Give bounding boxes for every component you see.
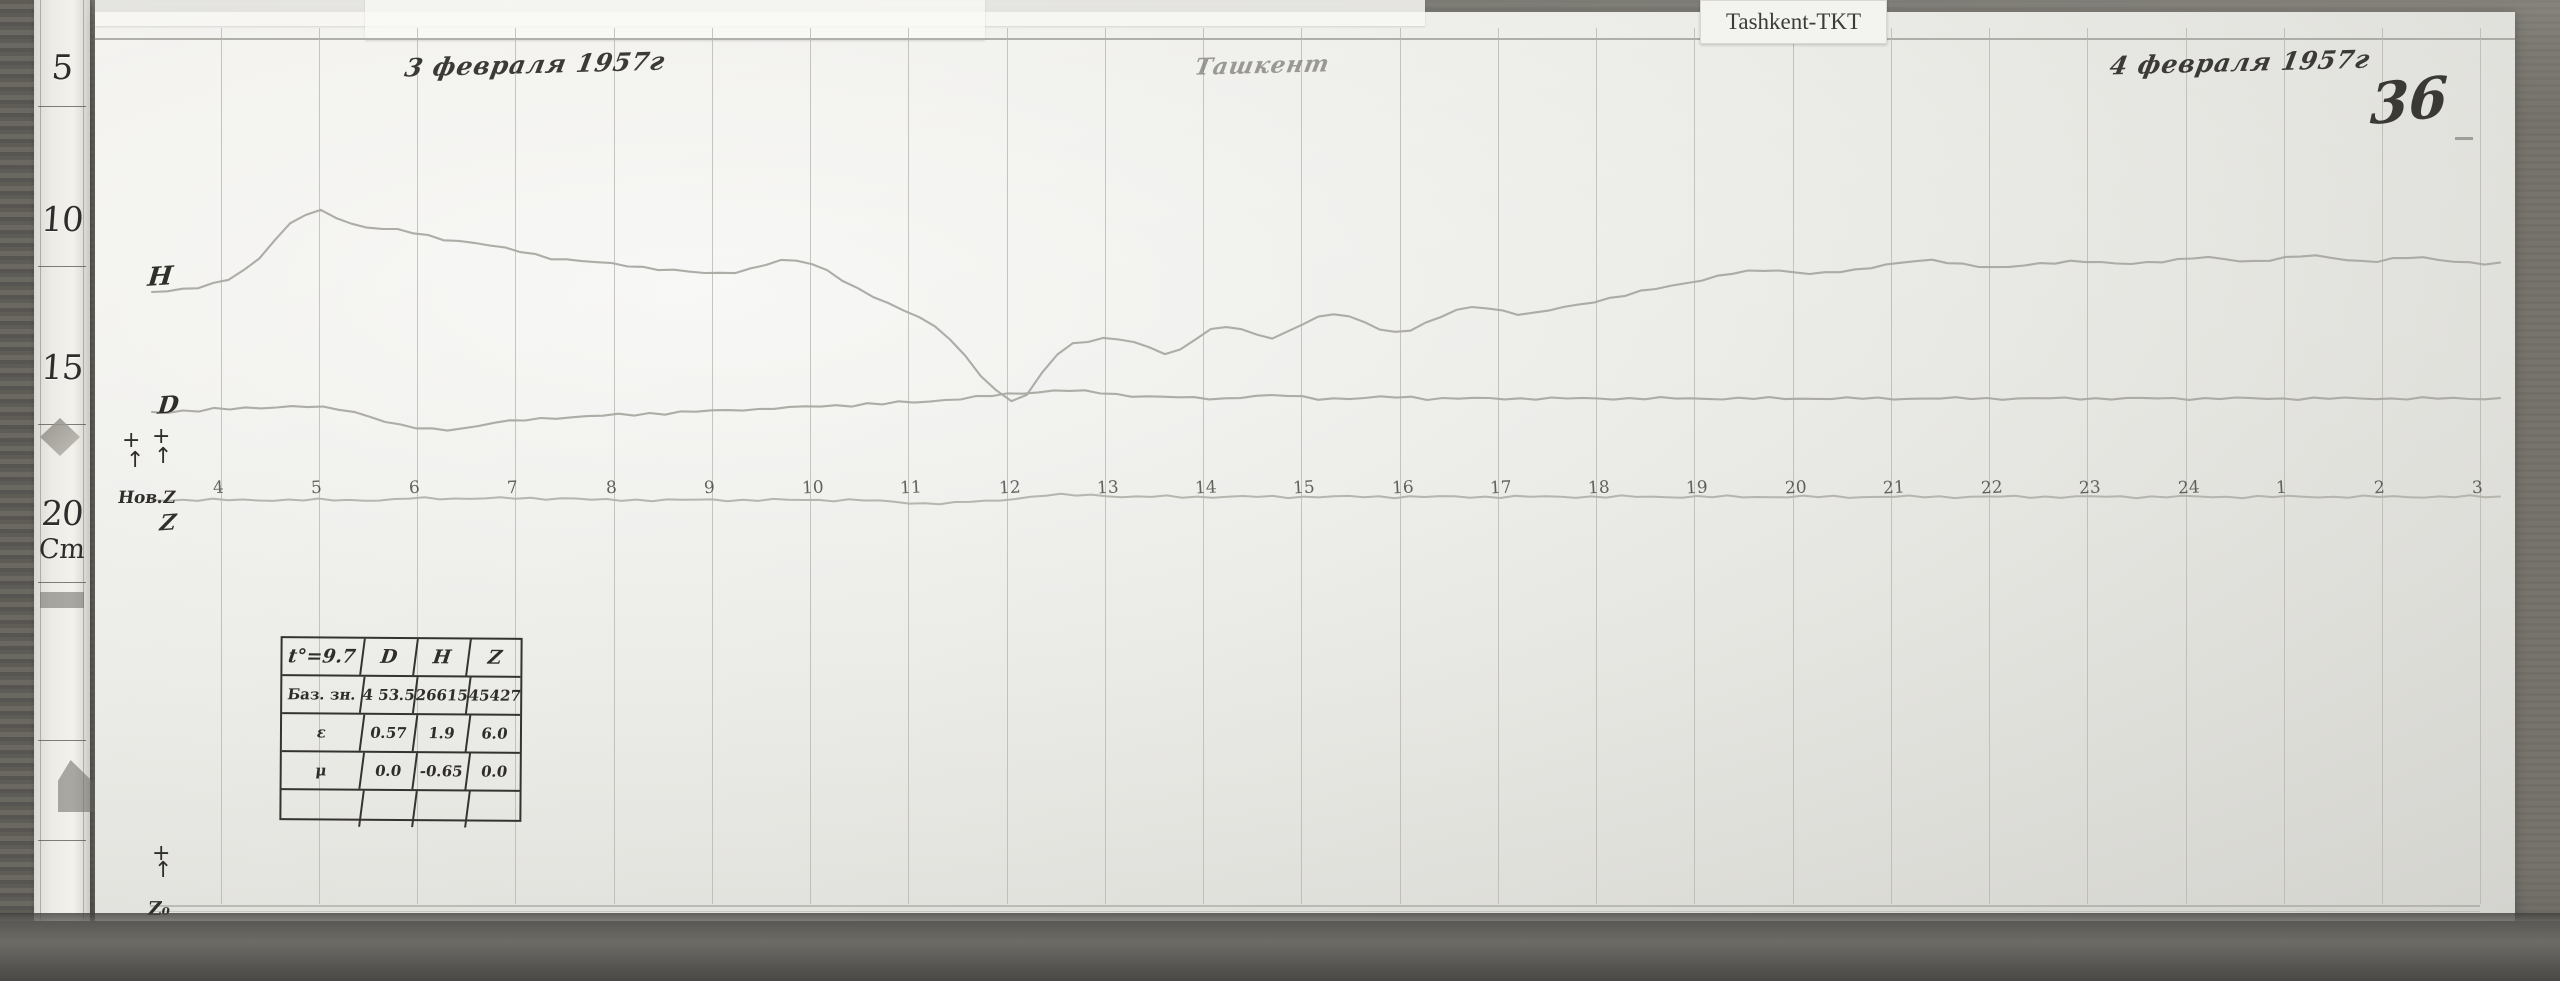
table-row: μ 0.0 -0.65 0.0	[279, 752, 520, 792]
grid-line-hour-12	[1006, 28, 1008, 904]
cm-ruler: 5 10 15 20 Cm	[34, 0, 100, 948]
grid-line-hour-7	[515, 28, 517, 904]
cell-epsilon-Z: 6.0	[480, 724, 509, 743]
grid-line-hour-1	[2283, 28, 2285, 904]
up-arrow-lower: ↑	[154, 858, 173, 883]
grid-line-hour-17	[1497, 28, 1499, 904]
row-label-baseline: Баз. зн.	[279, 676, 366, 713]
grid-line-hour-23	[2087, 28, 2089, 904]
station-id-label: Tashkent-TKT	[1700, 0, 1887, 44]
grid-line-hour-6	[417, 28, 419, 904]
sheet-tape-top-2	[365, 0, 985, 40]
cell-baseline-D: 4 53.5	[360, 676, 419, 714]
ruler-edge-left	[40, 0, 41, 948]
table-header-temp: t°=9.7	[280, 638, 366, 675]
desk-edge-highlight	[0, 913, 2560, 923]
cell-baseline-Z: 45427	[467, 686, 522, 705]
sheet-number: 36	[2369, 63, 2449, 139]
table-header-Z: Z	[486, 646, 504, 669]
grid-line-hour-14	[1203, 28, 1205, 904]
cell-mu-Z: 0.0	[479, 762, 509, 781]
ruler-tick-x	[38, 582, 86, 583]
cell-empty-Z	[466, 791, 522, 827]
grid-line-hour-3	[2480, 28, 2482, 904]
ruler-tick-end	[38, 840, 86, 841]
grid-line-hour-4	[220, 28, 222, 904]
grid-line-hour-18	[1596, 28, 1598, 904]
row-label-epsilon: ε	[279, 714, 366, 751]
grid-line-hour-8	[613, 28, 615, 904]
cell-empty-H	[413, 791, 471, 828]
trace-label-D: D	[156, 389, 181, 420]
table-row	[279, 790, 522, 828]
grid-line-hour-11	[908, 28, 910, 904]
right-margin-dash	[2455, 137, 2473, 140]
row-label-mu: μ	[279, 752, 365, 789]
cell-empty-D	[359, 790, 418, 828]
table-header-D: D	[361, 638, 419, 676]
ruler-tick-5	[38, 106, 86, 107]
header-station-name: Ташкент	[1192, 50, 1333, 81]
baseline-z0-line	[150, 905, 2480, 907]
grid-line-hour-16	[1399, 28, 1401, 904]
table-header-H: H	[414, 639, 472, 676]
grid-line-hour-2	[2382, 28, 2384, 904]
desk-wood-strip	[0, 0, 40, 981]
cell-epsilon-D: 0.57	[360, 714, 419, 752]
table-row: ε 0.57 1.9 6.0	[279, 714, 521, 754]
grid-line-hour-22	[1989, 28, 1991, 904]
trace-label-Z: Z	[158, 509, 178, 537]
nov-z-label: Нов.Z	[116, 488, 177, 508]
grid-line-hour-5	[319, 28, 320, 904]
plus-marker-upper: +	[122, 428, 141, 453]
grid-line-hour-15	[1301, 28, 1303, 904]
cell-epsilon-H: 1.9	[413, 715, 472, 752]
sheet-top-border	[95, 38, 2515, 40]
grid-line-hour-21	[1890, 28, 1892, 904]
trace-label-H: H	[146, 261, 175, 293]
ruler-tick-20	[38, 740, 86, 741]
cell-mu-H: -0.65	[413, 753, 472, 790]
baseline-z0-line-2	[150, 911, 2480, 912]
ruler-smudge	[40, 592, 84, 608]
cell-baseline-H: 26615	[413, 677, 472, 714]
plus-marker-lower: +	[152, 841, 171, 866]
desk-front-edge	[0, 921, 2560, 981]
calibration-table: t°=9.7 D H Z Баз. зн. 4 53.5 26615 45427…	[279, 636, 523, 828]
row-label-empty	[279, 790, 365, 827]
grid-line-hour-13	[1104, 28, 1106, 904]
up-arrow-upper-2: ↑	[154, 444, 173, 469]
grid-line-hour-9	[711, 28, 713, 904]
cell-mu-D: 0.0	[360, 752, 418, 790]
table-header-row: t°=9.7 D H Z	[280, 638, 521, 678]
plus-marker-upper-2: +	[152, 424, 171, 449]
ruler-tick-10	[38, 266, 86, 267]
grid-line-hour-10	[810, 28, 812, 904]
table-row: Баз. зн. 4 53.5 26615 45427	[279, 676, 522, 716]
ruler-edge-right	[83, 0, 84, 948]
grid-line-hour-19	[1694, 28, 1696, 904]
grid-line-hour-24	[2185, 28, 2187, 904]
grid-line-hour-20	[1792, 28, 1794, 904]
up-arrow-upper: ↑	[126, 448, 145, 473]
